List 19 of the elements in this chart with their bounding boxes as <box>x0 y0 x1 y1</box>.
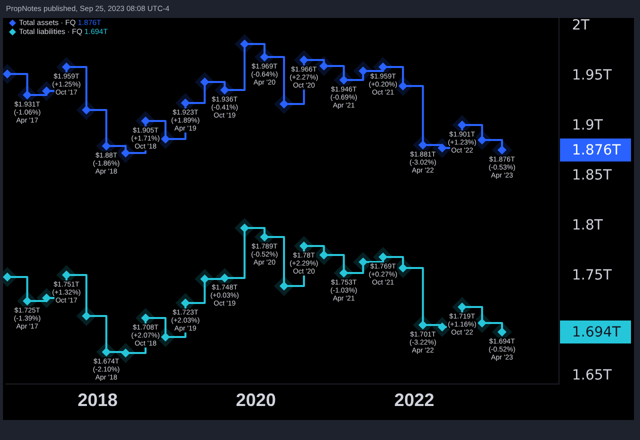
y-tick-label: 1.75T <box>572 268 612 284</box>
y-tick-label: 1.95T <box>572 68 612 84</box>
x-tick-label: 2020 <box>236 390 276 410</box>
y-tick-label: 1.85T <box>572 168 612 184</box>
y-tick-label: 1.65T <box>572 368 612 384</box>
point <box>194 72 215 92</box>
text: 1.876T <box>572 142 621 159</box>
x-tick-label: 2018 <box>78 390 118 410</box>
y-tick-label: 2T <box>572 18 590 34</box>
x-tick-label: 2022 <box>394 390 434 410</box>
point <box>76 100 96 120</box>
y-tick-label: 1.9T <box>572 118 604 134</box>
point <box>234 218 255 238</box>
y-tick-label: 1.8T <box>572 218 604 234</box>
point <box>234 34 255 54</box>
point <box>76 306 96 326</box>
point <box>274 276 294 296</box>
point <box>274 94 294 114</box>
text: 1.694T <box>572 324 621 341</box>
